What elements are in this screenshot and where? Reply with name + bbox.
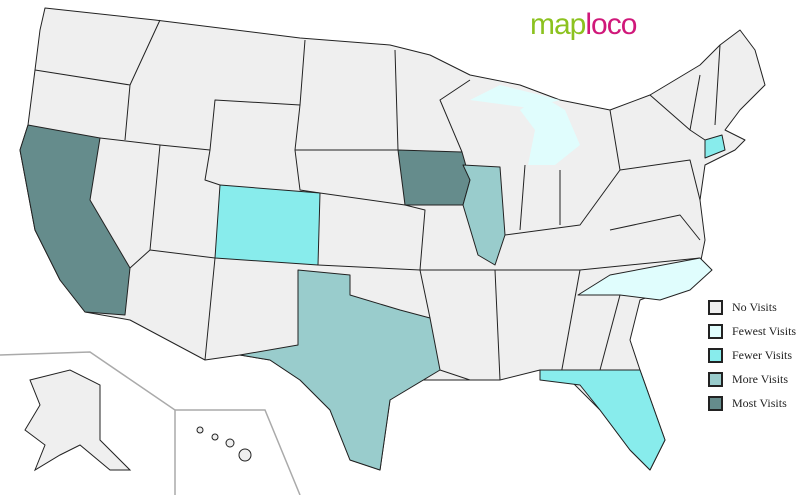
legend-swatch (708, 323, 723, 339)
legend-item-no-visits: No Visits (708, 295, 796, 319)
legend-swatch (708, 299, 723, 315)
logo-text-map: map (530, 8, 586, 41)
state-michigan[interactable] (470, 85, 580, 165)
state-borders (34, 19, 721, 381)
state-colorado[interactable] (214, 184, 321, 266)
legend-item-fewest-visits: Fewest Visits (708, 319, 796, 343)
state-hawaii[interactable] (196, 426, 252, 462)
state-alaska[interactable] (24, 369, 132, 472)
inset-borders (0, 351, 301, 495)
state-north-carolina[interactable] (577, 257, 713, 301)
legend-label: Most Visits (732, 395, 787, 410)
state-connecticut[interactable] (704, 134, 726, 159)
state-iowa[interactable] (397, 149, 471, 206)
legend-label: Fewer Visits (732, 347, 793, 362)
us-outline (19, 7, 766, 471)
state-california[interactable] (19, 124, 131, 316)
legend-item-fewer-visits: Fewer Visits (708, 343, 796, 367)
legend-item-most-visits: Most Visits (708, 391, 796, 415)
logo-text-loco: loco (585, 8, 637, 41)
legend-label: Fewest Visits (732, 323, 797, 338)
legend-swatch (708, 371, 723, 387)
state-illinois[interactable] (462, 164, 506, 266)
legend-label: More Visits (732, 371, 789, 386)
state-florida[interactable] (539, 369, 666, 471)
state-texas[interactable] (239, 269, 441, 471)
legend-swatch (708, 395, 723, 411)
legend: No Visits Fewest Visits Fewer Visits Mor… (708, 295, 796, 415)
legend-label: No Visits (732, 299, 777, 314)
legend-item-more-visits: More Visits (708, 367, 796, 391)
maploco-logo: maploco (530, 8, 637, 42)
legend-swatch (708, 347, 723, 363)
